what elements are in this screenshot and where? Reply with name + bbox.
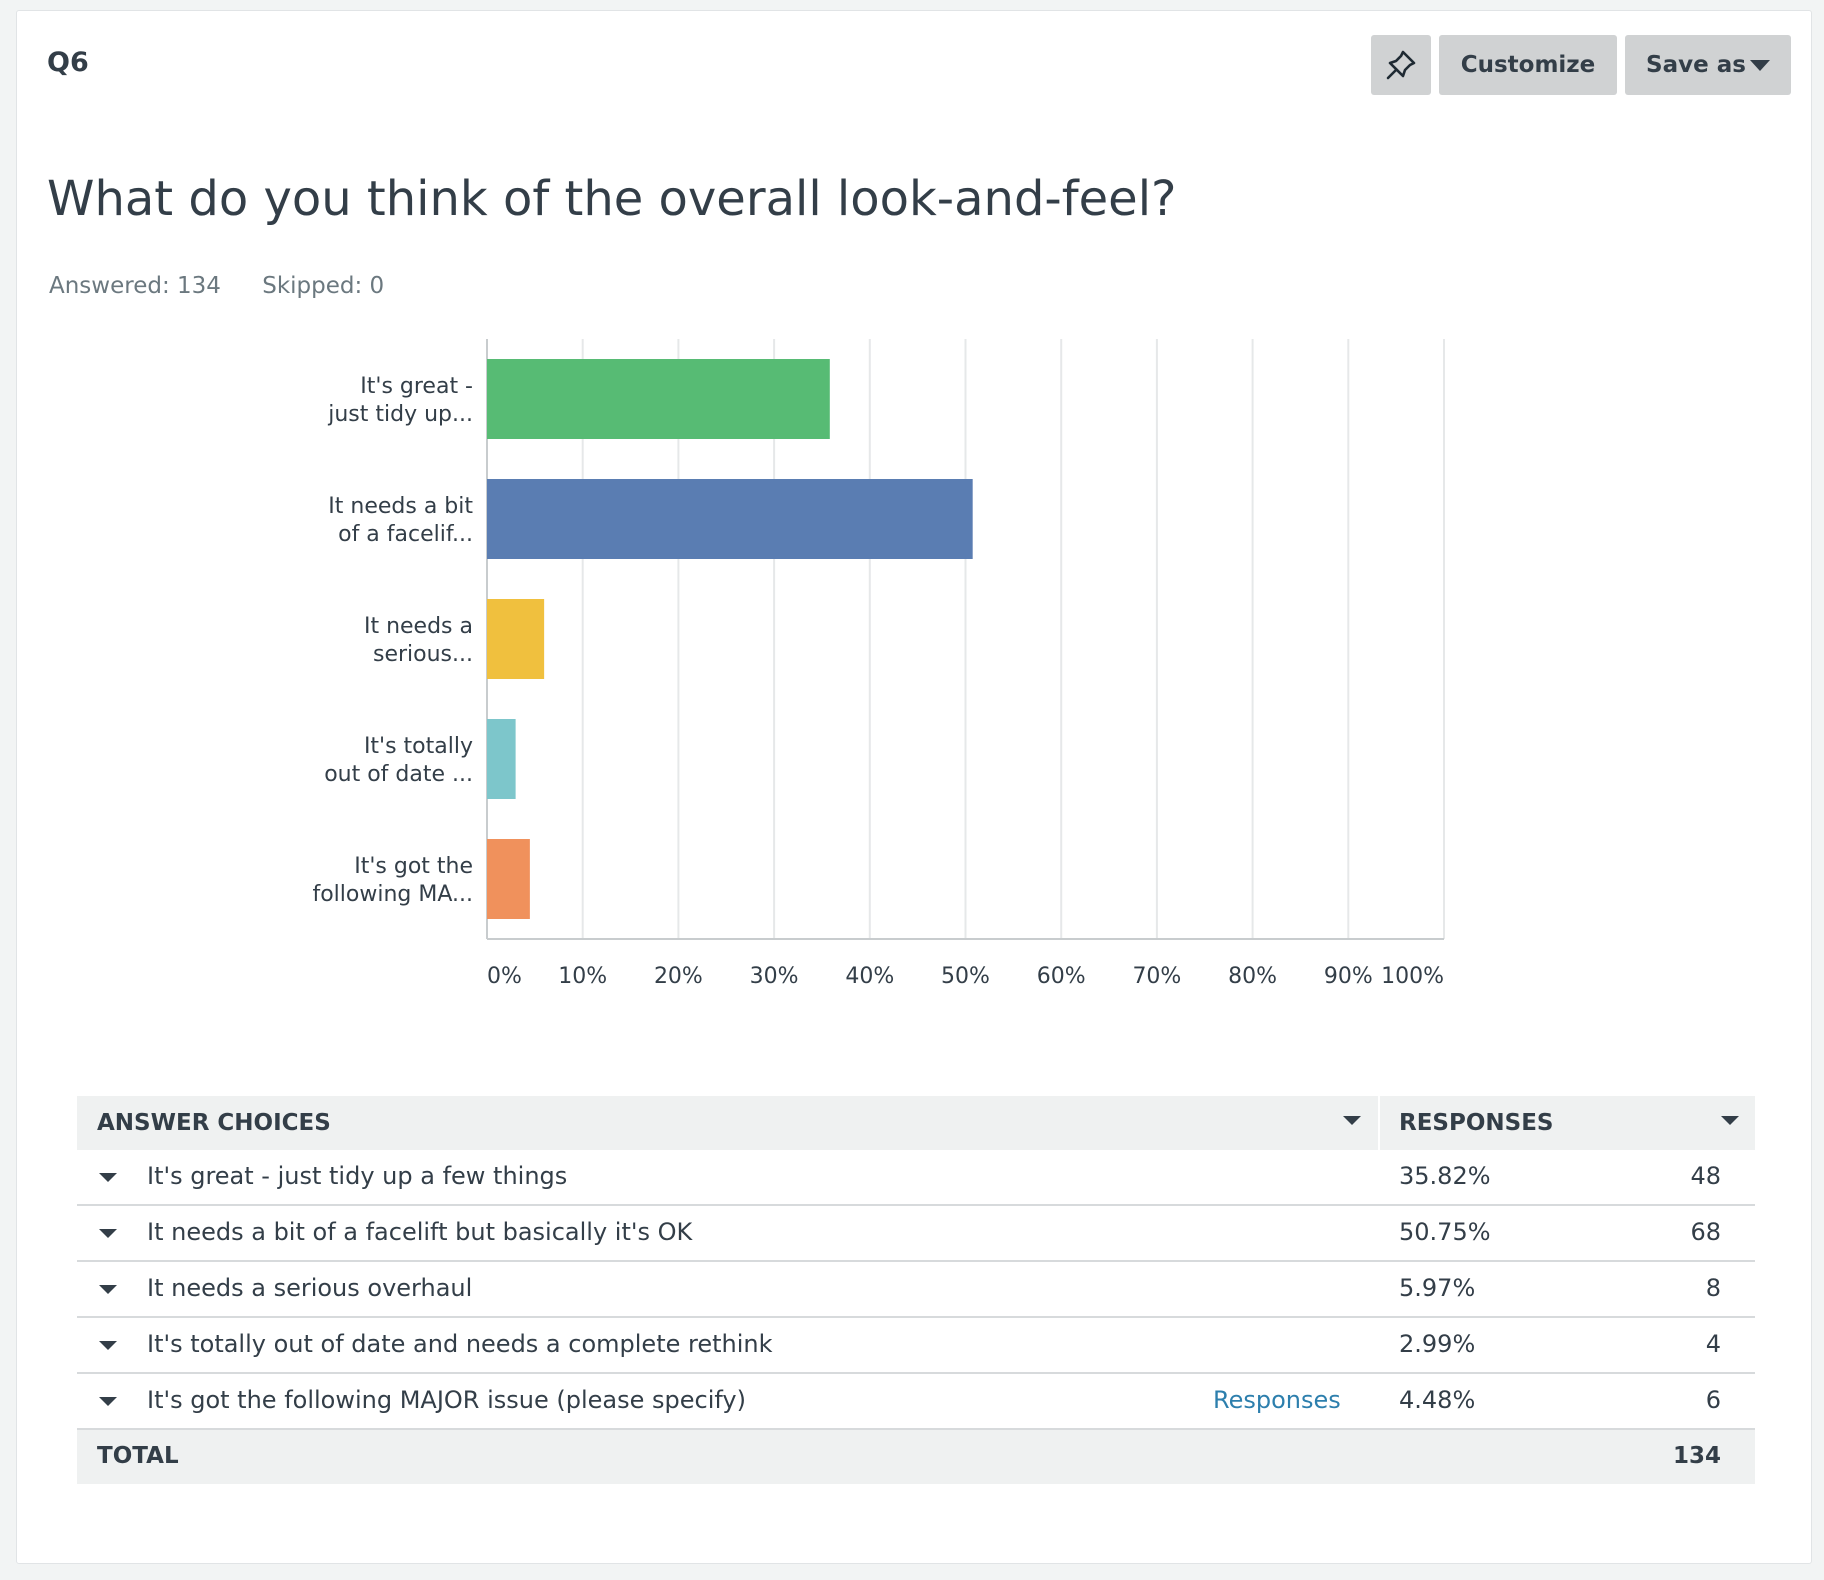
category-label: out of date ... [324,762,473,787]
sort-choices-icon[interactable] [1343,1116,1361,1125]
total-value: 134 [1672,1443,1721,1469]
response-stats: Answered: 134 Skipped: 0 [49,273,418,299]
responses-link[interactable]: Responses [1213,1386,1341,1414]
response-percent: 5.97% [1399,1274,1476,1302]
bar [487,479,973,559]
table-body: It's great - just tidy up a few things 35… [77,1150,1755,1430]
question-number: Q6 [47,47,89,78]
table-row: It's great - just tidy up a few things 35… [77,1150,1755,1206]
response-count: 48 [1690,1162,1721,1190]
chevron-down-icon [1749,59,1770,71]
x-tick-label: 80% [1228,964,1277,989]
x-tick-label: 60% [1037,964,1086,989]
category-label: It's got the [354,854,473,879]
expand-row-icon[interactable] [99,1229,117,1238]
x-tick-label: 40% [845,964,894,989]
answered-count: Answered: 134 [49,273,221,299]
category-label: It needs a [364,614,473,639]
header-answer-choices[interactable]: ANSWER CHOICES [97,1110,331,1136]
response-percent: 35.82% [1399,1162,1491,1190]
category-label: It's totally [364,734,473,759]
expand-row-icon[interactable] [99,1397,117,1406]
x-tick-label: 30% [750,964,799,989]
sort-responses-icon[interactable] [1721,1116,1739,1125]
save-as-label: Save as [1646,52,1746,78]
bar [487,839,530,919]
skipped-count: Skipped: 0 [262,273,385,299]
answer-choice-label: It's totally out of date and needs a com… [147,1330,773,1358]
header-responses[interactable]: RESPONSES [1399,1110,1554,1136]
question-title: What do you think of the overall look-an… [47,171,1177,227]
category-label: It needs a bit [328,494,473,519]
x-tick-label: 0% [487,964,522,989]
header-divider [1378,1096,1380,1150]
response-count: 8 [1705,1274,1721,1302]
question-card: Q6 Customize Save as What do you think o… [16,10,1812,1564]
bar [487,599,545,679]
total-row: TOTAL 134 [77,1430,1755,1484]
x-tick-label: 90% [1324,964,1373,989]
customize-button[interactable]: Customize [1439,35,1617,95]
category-label: following MA... [312,882,473,907]
customize-label: Customize [1460,52,1596,78]
chart-svg: 0% 10% 20% 30% 40% 50% 60% 70% 80% 90% 100% It's gr… [312,339,1445,989]
category-label: just tidy up... [327,402,473,427]
table-row: It's totally out of date and needs a com… [77,1318,1755,1374]
response-count: 68 [1690,1218,1721,1246]
pin-button[interactable] [1371,35,1431,95]
response-count: 4 [1705,1330,1721,1358]
response-count: 6 [1705,1386,1721,1414]
bar-chart: 0% 10% 20% 30% 40% 50% 60% 70% 80% 90% 100% It's gr… [17,11,1813,1051]
category-label: of a facelif... [338,522,473,547]
x-tick-label: 100% [1381,964,1444,989]
expand-row-icon[interactable] [99,1285,117,1294]
category-label: It's great - [360,374,473,399]
x-tick-label: 20% [654,964,703,989]
response-percent: 50.75% [1399,1218,1491,1246]
response-percent: 2.99% [1399,1330,1476,1358]
table-row: It needs a bit of a facelift but basical… [77,1206,1755,1262]
answer-choice-label: It's got the following MAJOR issue (plea… [147,1386,746,1414]
answer-choice-label: It needs a serious overhaul [147,1274,473,1302]
table-header: ANSWER CHOICES RESPONSES [77,1096,1755,1150]
x-tick-label: 70% [1132,964,1181,989]
answer-choice-label: It's great - just tidy up a few things [147,1162,568,1190]
answer-choice-label: It needs a bit of a facelift but basical… [147,1218,693,1246]
save-as-button[interactable]: Save as [1625,35,1791,95]
x-tick-label: 50% [941,964,990,989]
table-row: It needs a serious overhaul 5.97% 8 [77,1262,1755,1318]
category-label: serious... [373,642,473,667]
expand-row-icon[interactable] [99,1341,117,1350]
table-row: It's got the following MAJOR issue (plea… [77,1374,1755,1430]
bar [487,719,516,799]
total-label: TOTAL [97,1443,179,1469]
results-table: ANSWER CHOICES RESPONSES It's great - ju… [77,1096,1755,1484]
x-tick-label: 10% [558,964,607,989]
response-percent: 4.48% [1399,1386,1476,1414]
expand-row-icon[interactable] [99,1173,117,1182]
bar [487,359,830,439]
pin-icon [1386,50,1416,80]
